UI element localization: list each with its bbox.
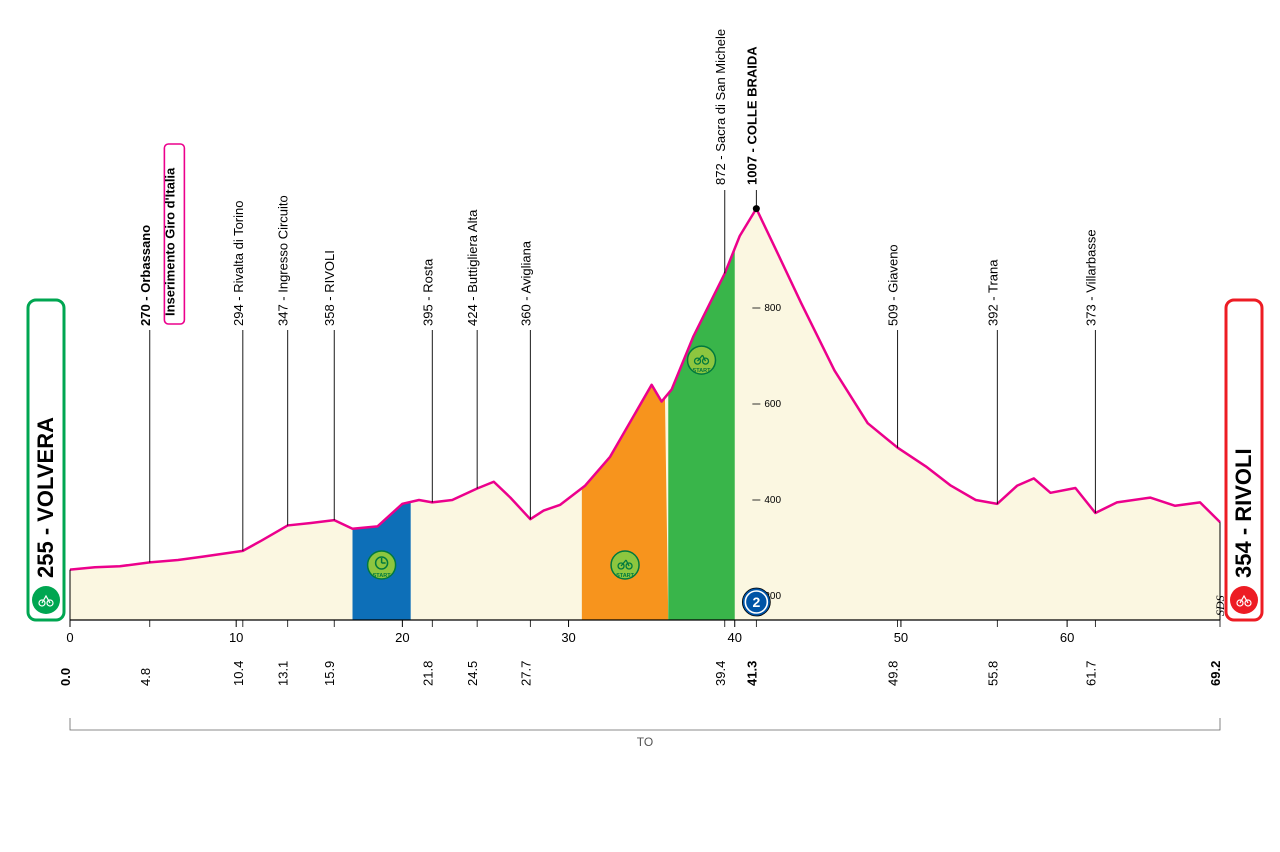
km-category-marker: 2 xyxy=(742,588,770,616)
start-icon xyxy=(32,586,60,614)
dist-label: 49.8 xyxy=(886,661,901,686)
start-badge-text: START xyxy=(373,573,392,579)
x-tick-label: 20 xyxy=(395,630,409,645)
bracket-label: TO xyxy=(637,735,653,749)
x-tick-label: 10 xyxy=(229,630,243,645)
dist-label: 4.8 xyxy=(138,668,153,686)
start-box: 255 - VOLVERA xyxy=(28,300,64,620)
y-tick-label: 600 xyxy=(764,399,781,410)
sds-signature: SDS xyxy=(1213,595,1227,616)
dist-label: 10.4 xyxy=(231,661,246,686)
start-label: 255 - VOLVERA xyxy=(33,417,58,578)
waypoint-label: 392 - Trana xyxy=(985,259,1000,326)
bracket xyxy=(70,718,1220,730)
orange-band-icon: START xyxy=(611,551,639,579)
waypoint-label: 1007 - COLLE BRAIDA xyxy=(744,46,759,185)
x-tick-label: 0 xyxy=(66,630,73,645)
sprint-band-icon: START xyxy=(368,551,396,579)
dist-label: 21.8 xyxy=(420,661,435,686)
waypoint-label: 872 - Sacra di San Michele xyxy=(713,29,728,185)
inserimento-box: Inserimento Giro d'Italia xyxy=(162,144,184,324)
summit-dot xyxy=(753,205,760,212)
waypoint-label: 509 - Giaveno xyxy=(886,244,901,326)
waypoint-label: 347 - Ingresso Circuito xyxy=(276,195,291,326)
dist-label: 27.7 xyxy=(518,661,533,686)
x-tick-label: 40 xyxy=(728,630,742,645)
start-badge-text: START xyxy=(616,573,635,579)
dist-label: 39.4 xyxy=(713,661,728,686)
elevation-profile-svg: 01020304050602004006008000.0270 - Orbass… xyxy=(0,0,1280,852)
dist-label: 41.3 xyxy=(744,661,759,686)
waypoint-label: 360 - Avigliana xyxy=(518,240,533,326)
dist-label: 13.1 xyxy=(276,661,291,686)
inserimento-label: Inserimento Giro d'Italia xyxy=(162,167,177,316)
green-band-icon: START xyxy=(688,346,716,374)
waypoint-label: 294 - Rivalta di Torino xyxy=(231,201,246,327)
dist-label: 69.2 xyxy=(1208,661,1223,686)
dist-label: 55.8 xyxy=(985,661,1000,686)
km-category-label: 2 xyxy=(752,594,760,610)
finish-label: 354 - RIVOLI xyxy=(1231,448,1256,578)
start-badge-text: START xyxy=(693,368,712,374)
stage-profile-container: 01020304050602004006008000.0270 - Orbass… xyxy=(0,0,1280,852)
finish-box: 354 - RIVOLI xyxy=(1226,300,1262,620)
y-tick-label: 400 xyxy=(764,495,781,506)
green-band xyxy=(668,248,734,620)
orange-band xyxy=(582,386,668,620)
waypoint-label: 424 - Buttigliera Alta xyxy=(465,209,480,326)
waypoint-label: 373 - Villarbasse xyxy=(1083,229,1098,326)
waypoint-label: 270 - Orbassano xyxy=(138,225,153,326)
waypoint-label: 395 - Rosta xyxy=(420,258,435,326)
y-tick-label: 800 xyxy=(764,303,781,314)
dist-label: 0.0 xyxy=(58,668,73,686)
x-tick-label: 30 xyxy=(561,630,575,645)
x-tick-label: 60 xyxy=(1060,630,1074,645)
dist-label: 61.7 xyxy=(1083,661,1098,686)
dist-label: 15.9 xyxy=(322,661,337,686)
waypoint-label: 358 - RIVOLI xyxy=(322,250,337,326)
x-tick-label: 50 xyxy=(894,630,908,645)
finish-icon xyxy=(1230,586,1258,614)
dist-label: 24.5 xyxy=(465,661,480,686)
